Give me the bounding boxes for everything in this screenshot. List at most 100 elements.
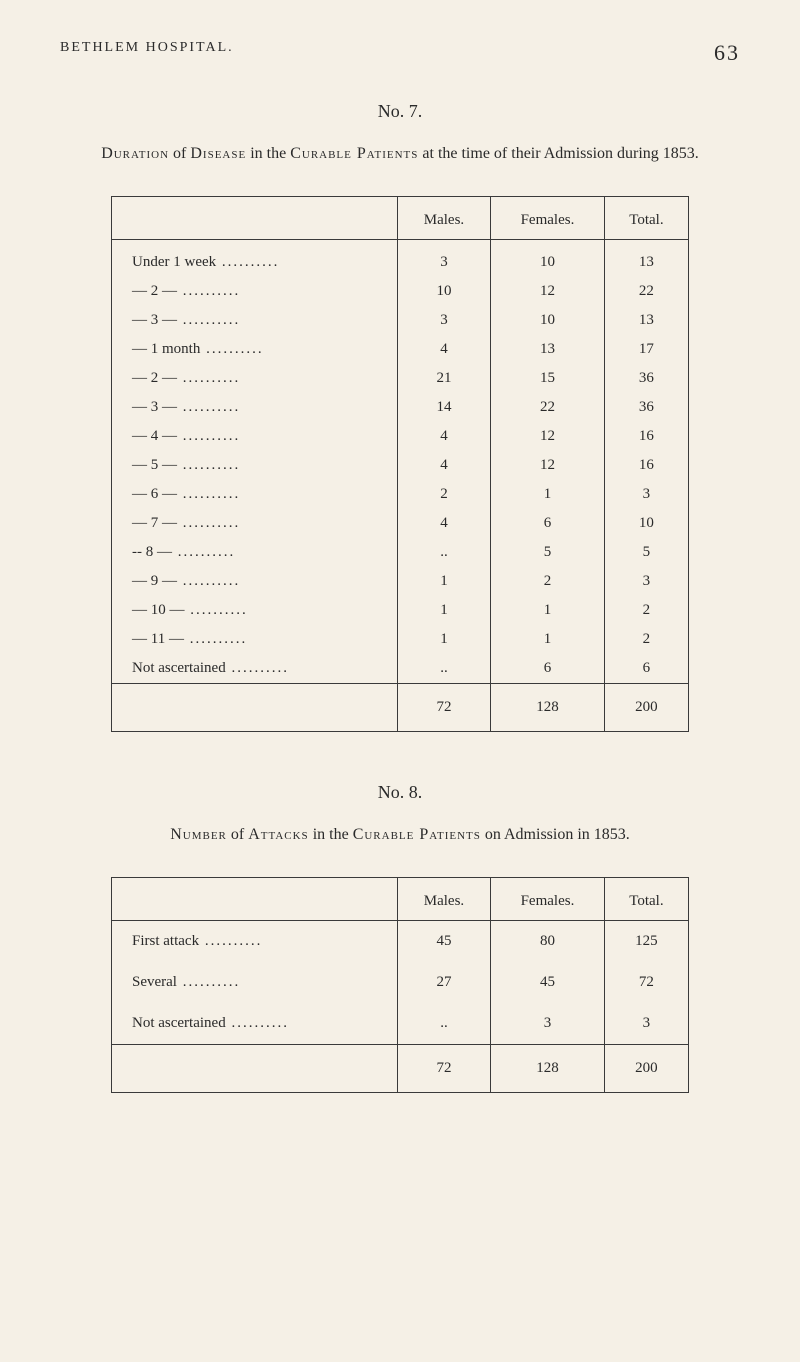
total-cell: 10: [604, 509, 688, 538]
desc-word: Disease: [190, 145, 246, 162]
total-cell: 3: [604, 1003, 688, 1045]
males-cell: 4: [397, 335, 490, 364]
females-cell: 10: [491, 306, 605, 335]
total-cell: 13: [604, 306, 688, 335]
desc-text: in the: [309, 826, 353, 843]
males-cell: 45: [397, 921, 490, 963]
females-header: Females.: [491, 197, 605, 240]
desc-text: of: [227, 826, 248, 843]
males-cell: 3: [397, 306, 490, 335]
totals-row: 72 128 200: [112, 1045, 689, 1093]
row-label: Under 1 week: [132, 254, 279, 270]
attacks-table: Males. Females. Total. First attack 45 8…: [111, 877, 689, 1093]
desc-word: Attacks: [248, 826, 308, 843]
males-cell: 3: [397, 248, 490, 277]
total-cell: 16: [604, 422, 688, 451]
row-label: — 2 —: [132, 283, 240, 299]
females-cell: 1: [491, 596, 605, 625]
females-cell: 12: [491, 451, 605, 480]
row-label: Several: [132, 974, 240, 990]
table-row: — 2 — 10 12 22: [112, 277, 689, 306]
females-header: Females.: [491, 878, 605, 921]
row-label: — 4 —: [132, 428, 240, 444]
row-label: — 1 month: [132, 341, 264, 357]
desc-text: of: [169, 145, 190, 162]
males-cell: ..: [397, 654, 490, 684]
table-row: Under 1 week 3 10 13: [112, 248, 689, 277]
table-row: — 1 month 4 13 17: [112, 335, 689, 364]
females-cell: 6: [491, 509, 605, 538]
males-cell: 10: [397, 277, 490, 306]
totals-row: 72 128 200: [112, 684, 689, 732]
females-cell: 5: [491, 538, 605, 567]
females-total: 128: [491, 1045, 605, 1093]
row-label: -- 8 —: [132, 544, 235, 560]
females-total: 128: [491, 684, 605, 732]
desc-text: on Admission in 1853.: [481, 826, 630, 843]
row-label: First attack: [132, 933, 262, 949]
table-row: — 11 — 1 1 2: [112, 625, 689, 654]
males-cell: 4: [397, 509, 490, 538]
females-cell: 1: [491, 625, 605, 654]
females-cell: 80: [491, 921, 605, 963]
total-cell: 72: [604, 962, 688, 1003]
males-cell: 2: [397, 480, 490, 509]
females-cell: 22: [491, 393, 605, 422]
total-cell: 36: [604, 364, 688, 393]
females-cell: 45: [491, 962, 605, 1003]
males-header: Males.: [397, 878, 490, 921]
total-cell: 2: [604, 596, 688, 625]
row-label: Not ascertained: [132, 1015, 289, 1031]
desc-word: Curable Patients: [353, 826, 481, 843]
females-cell: 12: [491, 277, 605, 306]
total-cell: 17: [604, 335, 688, 364]
males-cell: 1: [397, 625, 490, 654]
row-label: — 2 —: [132, 370, 240, 386]
row-label: Not ascertained: [132, 660, 289, 676]
section-7-description: Duration of Disease in the Curable Patie…: [60, 142, 740, 166]
total-cell: 16: [604, 451, 688, 480]
males-header: Males.: [397, 197, 490, 240]
total-cell: 125: [604, 921, 688, 963]
table-row: Not ascertained .. 3 3: [112, 1003, 689, 1045]
females-cell: 2: [491, 567, 605, 596]
section-8-description: Number of Attacks in the Curable Patient…: [60, 823, 740, 847]
row-label: — 3 —: [132, 399, 240, 415]
total-cell: 3: [604, 567, 688, 596]
section-8-number: No. 8.: [60, 782, 740, 803]
males-cell: 1: [397, 596, 490, 625]
empty-header: [112, 878, 398, 921]
table-row: First attack 45 80 125: [112, 921, 689, 963]
grand-total: 200: [604, 684, 688, 732]
males-cell: 4: [397, 451, 490, 480]
table-row: -- 8 — .. 5 5: [112, 538, 689, 567]
table-row: Not ascertained .. 6 6: [112, 654, 689, 684]
males-cell: 27: [397, 962, 490, 1003]
table-row: — 4 — 4 12 16: [112, 422, 689, 451]
page-header: BETHLEM HOSPITAL. 63: [60, 40, 740, 66]
total-header: Total.: [604, 197, 688, 240]
header-title: BETHLEM HOSPITAL.: [60, 40, 234, 66]
row-label: — 3 —: [132, 312, 240, 328]
males-total: 72: [397, 1045, 490, 1093]
total-cell: 36: [604, 393, 688, 422]
females-cell: 6: [491, 654, 605, 684]
total-cell: 6: [604, 654, 688, 684]
table-row: — 3 — 3 10 13: [112, 306, 689, 335]
table-row: — 10 — 1 1 2: [112, 596, 689, 625]
males-total: 72: [397, 684, 490, 732]
males-cell: 4: [397, 422, 490, 451]
desc-word: Number: [170, 826, 227, 843]
females-cell: 15: [491, 364, 605, 393]
females-cell: 12: [491, 422, 605, 451]
table-row: — 5 — 4 12 16: [112, 451, 689, 480]
desc-word: Curable Patients: [290, 145, 418, 162]
males-cell: 14: [397, 393, 490, 422]
table-row: — 9 — 1 2 3: [112, 567, 689, 596]
total-cell: 5: [604, 538, 688, 567]
desc-text: at the time of their Admission during 18…: [418, 145, 698, 162]
total-cell: 13: [604, 248, 688, 277]
desc-word: Duration: [101, 145, 169, 162]
row-label: — 11 —: [132, 631, 247, 647]
table-row: Several 27 45 72: [112, 962, 689, 1003]
